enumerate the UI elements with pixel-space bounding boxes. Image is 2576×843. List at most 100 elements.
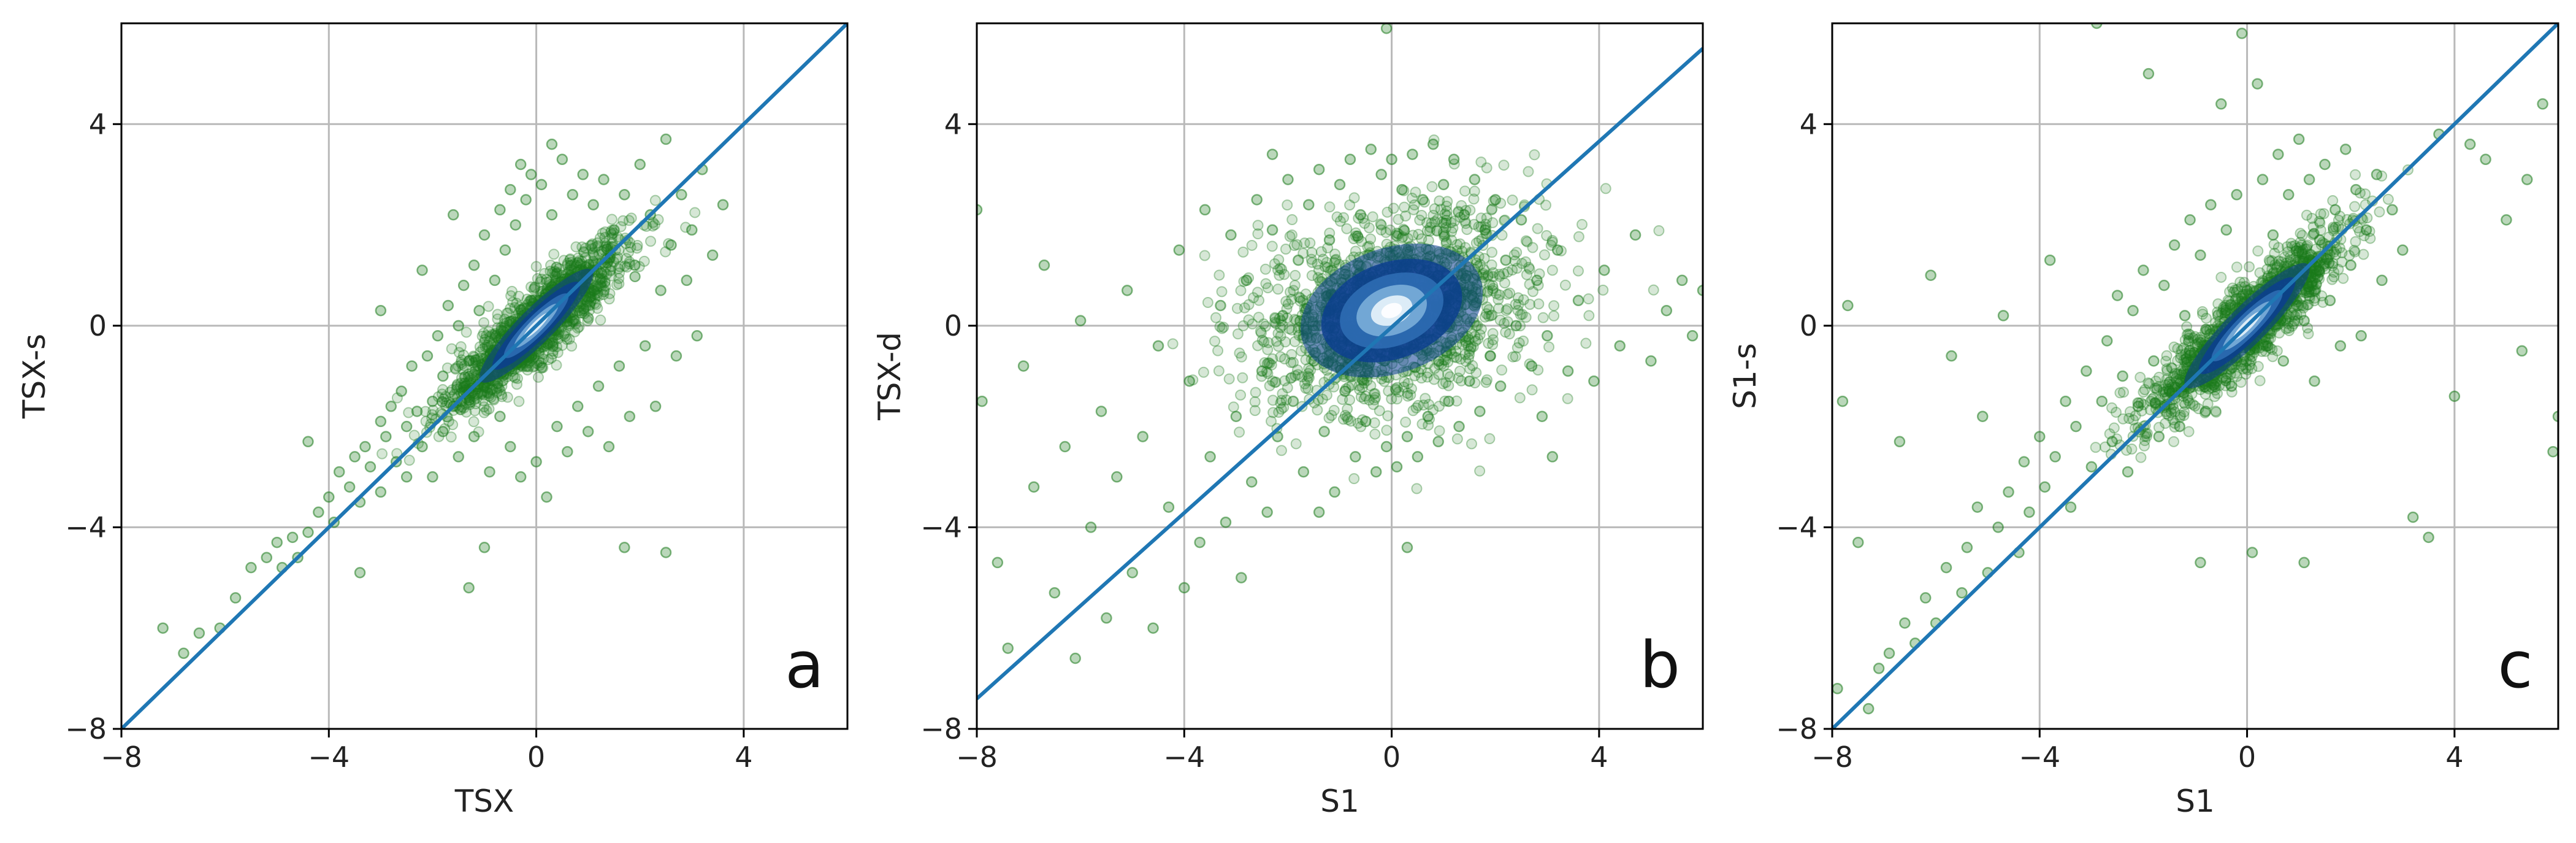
data-point	[1251, 194, 1263, 206]
data-point	[375, 304, 387, 317]
cloud-point	[1337, 393, 1348, 405]
cloud-point	[2209, 384, 2221, 396]
cloud-point	[2333, 221, 2344, 233]
cloud-point	[2108, 422, 2120, 434]
cloud-point	[499, 322, 510, 334]
data-point	[2360, 224, 2372, 236]
cloud-point	[1462, 353, 1474, 364]
data-point	[1069, 652, 1081, 664]
cloud-point	[1487, 217, 1499, 228]
cloud-point	[2317, 237, 2328, 248]
data-point	[2195, 249, 2206, 261]
cloud-point	[2309, 286, 2321, 298]
cloud-point	[1261, 358, 1273, 369]
cloud-point	[1441, 206, 1453, 217]
cloud-point	[1389, 383, 1401, 395]
data-point	[634, 158, 646, 171]
cloud-point	[1237, 320, 1249, 331]
data-point	[2158, 279, 2170, 291]
cloud-point	[1342, 403, 1353, 415]
cloud-point	[1409, 370, 1421, 382]
cloud-point	[1356, 414, 1368, 426]
cloud-point	[464, 370, 476, 382]
cloud-point	[2326, 274, 2338, 285]
data-point	[1432, 436, 1444, 448]
data-point	[1339, 385, 1351, 397]
cloud-point	[1334, 215, 1346, 227]
data-point	[1412, 451, 1424, 463]
data-point	[1971, 501, 1984, 513]
cloud-point	[1442, 356, 1454, 368]
cloud-point	[497, 375, 509, 387]
cloud-point	[1355, 421, 1367, 433]
cloud-point	[2181, 329, 2193, 341]
cloud-point	[1577, 218, 1588, 230]
data-point	[2257, 174, 2269, 185]
cloud-point	[1399, 376, 1410, 388]
cloud-point	[1472, 320, 1483, 331]
cloud-point	[2139, 435, 2150, 447]
cloud-point	[477, 344, 489, 355]
cloud-point	[1480, 222, 1492, 234]
data-point	[1997, 310, 2009, 321]
data-point	[2106, 436, 2118, 448]
cloud-point	[1276, 263, 1288, 275]
cloud-point	[1269, 258, 1280, 269]
cloud-point	[470, 356, 481, 368]
cloud-point	[1289, 314, 1301, 325]
cloud-point	[2261, 337, 2272, 349]
cloud-point	[1210, 312, 1221, 323]
cloud-point	[1440, 377, 1451, 388]
data-point	[271, 536, 283, 549]
cloud-point	[1383, 385, 1394, 397]
data-point	[1485, 350, 1496, 362]
cloud-point	[1260, 278, 1272, 290]
grid	[977, 23, 1703, 729]
cloud-point	[624, 258, 635, 270]
cloud-point	[2257, 339, 2269, 351]
cloud-point	[2268, 266, 2279, 278]
cloud-point	[514, 301, 526, 313]
cloud-point	[1264, 358, 1275, 369]
cloud-point	[1466, 328, 1477, 339]
cloud-point	[1402, 378, 1414, 390]
data-point	[660, 547, 672, 558]
cloud-point	[1269, 313, 1281, 325]
data-point	[432, 330, 444, 342]
cloud-point	[1468, 218, 1480, 230]
data-point	[1266, 224, 1278, 236]
cloud-point	[2281, 241, 2293, 253]
cloud-point	[1232, 328, 1244, 340]
cloud-point	[438, 393, 449, 405]
cloud-point	[1267, 353, 1278, 364]
cloud-point	[470, 398, 481, 410]
cloud-point	[2312, 271, 2324, 282]
cloud-point	[2358, 230, 2370, 242]
cloud-point	[598, 284, 610, 296]
cloud-point	[1440, 217, 1451, 229]
cloud-point	[551, 261, 562, 273]
cloud-point	[451, 383, 462, 395]
grid	[1832, 23, 2558, 729]
data-point	[530, 456, 542, 468]
cloud-point	[595, 314, 606, 326]
cloud-point	[2244, 349, 2256, 361]
cloud-point	[1510, 299, 1521, 310]
cloud-point	[2161, 408, 2173, 420]
cloud-point	[2323, 257, 2335, 269]
cloud-point	[2171, 375, 2182, 387]
cloud-point	[481, 404, 492, 416]
data-point	[577, 169, 589, 180]
cloud-point	[2326, 260, 2338, 272]
cloud-point	[1275, 397, 1286, 409]
data-point	[2350, 183, 2362, 196]
cloud-point	[1408, 199, 1420, 211]
cloud-point	[615, 221, 627, 233]
cloud-point	[2313, 261, 2325, 272]
cloud-point	[2237, 359, 2249, 371]
data-point	[2060, 395, 2071, 407]
cloud-point	[1322, 261, 1334, 273]
cloud-point	[1291, 239, 1303, 250]
cloud-point	[2218, 301, 2230, 313]
cloud-point	[2174, 409, 2186, 421]
